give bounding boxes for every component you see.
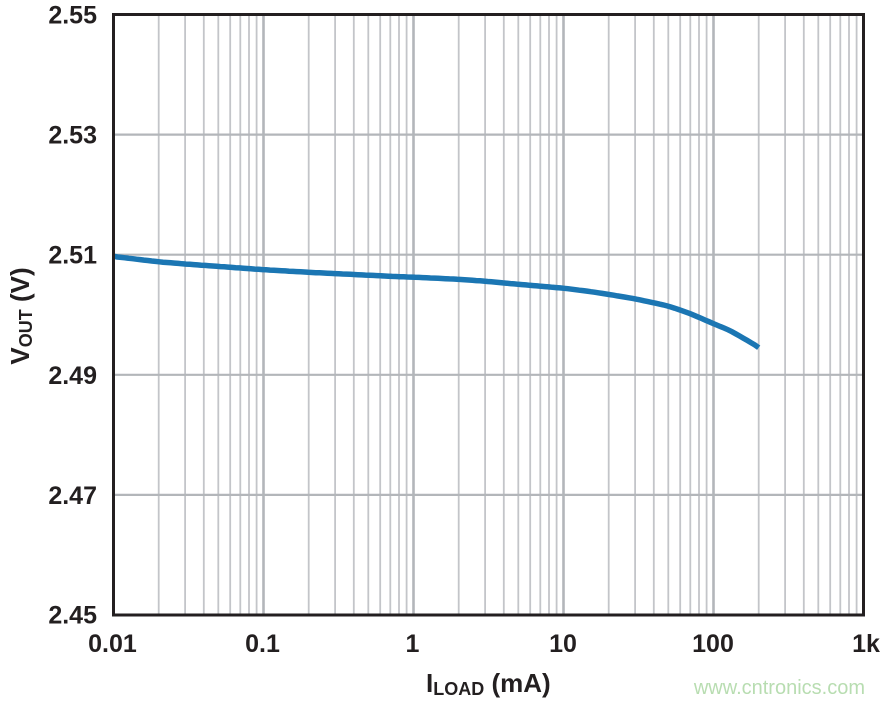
svg-text:100: 100 — [692, 630, 734, 658]
svg-text:0.1: 0.1 — [245, 630, 280, 658]
svg-text:www.cntronics.com: www.cntronics.com — [693, 677, 865, 699]
svg-text:2.51: 2.51 — [48, 242, 97, 270]
svg-text:2.55: 2.55 — [48, 2, 97, 30]
svg-text:2.45: 2.45 — [48, 602, 97, 630]
svg-text:1k: 1k — [852, 630, 880, 658]
svg-text:2.49: 2.49 — [48, 362, 97, 390]
svg-text:1: 1 — [406, 630, 420, 658]
svg-text:2.47: 2.47 — [48, 482, 97, 510]
svg-text:2.53: 2.53 — [48, 122, 97, 150]
svg-text:10: 10 — [549, 630, 577, 658]
svg-text:0.01: 0.01 — [88, 630, 137, 658]
